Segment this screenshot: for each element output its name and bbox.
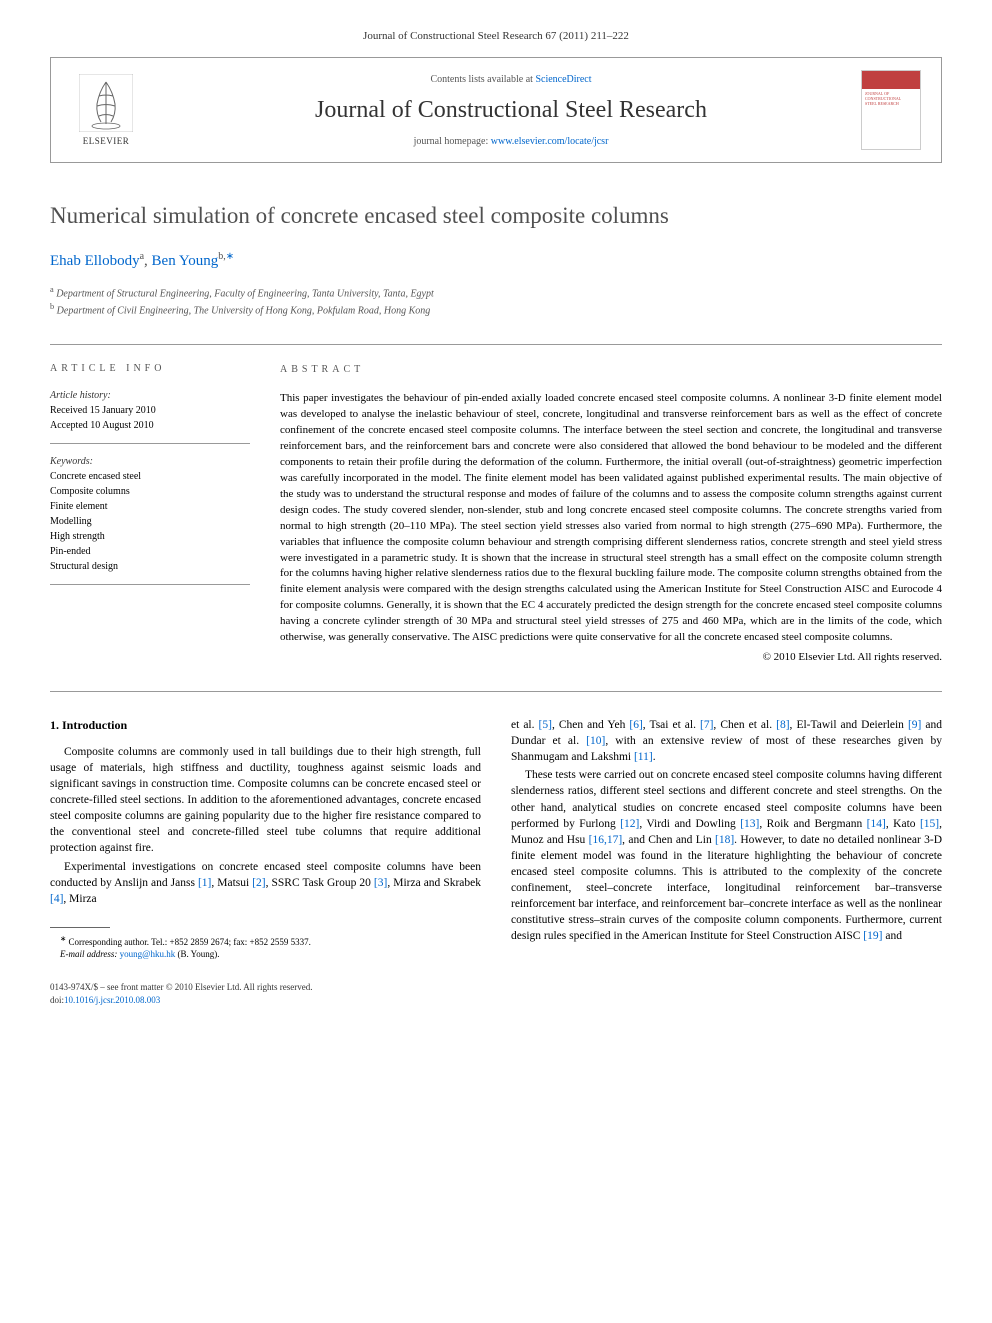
doi-link[interactable]: 10.1016/j.jcsr.2010.08.003: [64, 995, 160, 1005]
p4-seg-g: . However, to date no detailed nonlinear…: [511, 834, 942, 943]
ref-3-link[interactable]: [3]: [374, 877, 387, 889]
elsevier-tree-icon: [79, 74, 133, 132]
keywords-heading: Keywords:: [50, 454, 250, 469]
received-date: Received 15 January 2010: [50, 403, 250, 418]
history-heading: Article history:: [50, 388, 250, 403]
ref-4-link[interactable]: [4]: [50, 893, 63, 905]
author-1-affil: a: [140, 251, 144, 262]
email-link[interactable]: young@hku.hk: [120, 949, 176, 959]
p3-seg-e: , El-Tawil and Deierlein: [790, 719, 908, 731]
ref-8-link[interactable]: [8]: [776, 719, 789, 731]
article-info-column: ARTICLE INFO Article history: Received 1…: [50, 363, 250, 666]
intro-paragraph-2: Experimental investigations on concrete …: [50, 859, 481, 907]
corresponding-marker[interactable]: ∗: [226, 251, 234, 262]
p3-seg-c: , Tsai et al.: [643, 719, 700, 731]
keyword-item: Composite columns: [50, 484, 250, 499]
intro-paragraph-4: These tests were carried out on concrete…: [511, 767, 942, 944]
footnote-text: Corresponding author. Tel.: +852 2859 26…: [66, 937, 311, 947]
info-abstract-row: ARTICLE INFO Article history: Received 1…: [50, 363, 942, 666]
ref-16-17-link[interactable]: [16,17]: [589, 834, 623, 846]
body-two-columns: 1. Introduction Composite columns are co…: [50, 717, 942, 961]
cover-line-3: STEEL RESEARCH: [865, 102, 917, 107]
p4-seg-d: , Kato: [886, 818, 920, 830]
ref-11-link[interactable]: [11]: [634, 751, 653, 763]
sciencedirect-link[interactable]: ScienceDirect: [535, 74, 591, 85]
contents-prefix: Contents lists available at: [430, 74, 535, 85]
article-history-block: Article history: Received 15 January 201…: [50, 388, 250, 444]
affiliations: a Department of Structural Engineering, …: [50, 284, 942, 319]
email-who: (B. Young).: [175, 949, 219, 959]
p4-seg-b: , Virdi and Dowling: [639, 818, 740, 830]
keyword-item: High strength: [50, 529, 250, 544]
p2-seg-e: , Mirza: [63, 893, 96, 905]
email-footnote: E-mail address: young@hku.hk (B. Young).: [50, 948, 481, 961]
email-label: E-mail address:: [60, 949, 120, 959]
corresponding-footnote: ∗ Corresponding author. Tel.: +852 2859 …: [50, 934, 481, 949]
p3-seg-d: , Chen et al.: [713, 719, 776, 731]
abstract-copyright: © 2010 Elsevier Ltd. All rights reserved…: [280, 650, 942, 666]
top-divider: [50, 344, 942, 345]
header-center: Contents lists available at ScienceDirec…: [161, 74, 861, 147]
homepage-line: journal homepage: www.elsevier.com/locat…: [161, 136, 861, 147]
p3-seg-a: et al.: [511, 719, 539, 731]
journal-title: Journal of Constructional Steel Research: [161, 97, 861, 124]
author-2-affil: b,: [218, 251, 226, 262]
ref-5-link[interactable]: [5]: [539, 719, 552, 731]
ref-2-link[interactable]: [2]: [252, 877, 265, 889]
p4-seg-h: and: [882, 930, 901, 942]
section-1-heading: 1. Introduction: [50, 717, 481, 734]
abstract-label: ABSTRACT: [280, 363, 942, 378]
ref-13-link[interactable]: [13]: [740, 818, 759, 830]
ref-18-link[interactable]: [18]: [715, 834, 734, 846]
footer-copyright: 0143-974X/$ – see front matter © 2010 El…: [50, 981, 942, 994]
doi-label: doi:: [50, 995, 64, 1005]
contents-available-line: Contents lists available at ScienceDirec…: [161, 74, 861, 85]
keyword-item: Finite element: [50, 499, 250, 514]
ref-9-link[interactable]: [9]: [908, 719, 921, 731]
article-info-label: ARTICLE INFO: [50, 363, 250, 374]
journal-reference: Journal of Constructional Steel Research…: [50, 30, 942, 42]
affil-a-text: Department of Structural Engineering, Fa…: [54, 288, 434, 299]
journal-cover-thumbnail: JOURNAL OF CONSTRUCTIONAL STEEL RESEARCH: [861, 70, 921, 150]
intro-paragraph-1: Composite columns are commonly used in t…: [50, 744, 481, 857]
intro-paragraph-3: et al. [5], Chen and Yeh [6], Tsai et al…: [511, 717, 942, 765]
p2-seg-b: , Matsui: [211, 877, 252, 889]
footnote-separator: [50, 927, 110, 928]
author-2[interactable]: Ben Young: [152, 253, 219, 269]
p3-seg-b: , Chen and Yeh: [552, 719, 629, 731]
p2-seg-c: , SSRC Task Group 20: [266, 877, 374, 889]
ref-7-link[interactable]: [7]: [700, 719, 713, 731]
ref-1-link[interactable]: [1]: [198, 877, 211, 889]
affil-b-text: Department of Civil Engineering, The Uni…: [54, 306, 430, 317]
p4-seg-c: , Roik and Bergmann: [759, 818, 866, 830]
homepage-prefix: journal homepage:: [414, 136, 491, 147]
abstract-text: This paper investigates the behaviour of…: [280, 391, 942, 646]
keyword-item: Modelling: [50, 514, 250, 529]
article-title: Numerical simulation of concrete encased…: [50, 203, 942, 229]
keyword-item: Structural design: [50, 559, 250, 574]
keyword-item: Concrete encased steel: [50, 469, 250, 484]
page-footer: 0143-974X/$ – see front matter © 2010 El…: [50, 981, 942, 1006]
abstract-column: ABSTRACT This paper investigates the beh…: [280, 363, 942, 666]
p3-seg-h: .: [653, 751, 656, 763]
homepage-link[interactable]: www.elsevier.com/locate/jcsr: [491, 136, 609, 147]
p4-seg-f: , and Chen and Lin: [622, 834, 715, 846]
ref-10-link[interactable]: [10]: [586, 735, 605, 747]
author-1[interactable]: Ehab Ellobody: [50, 253, 140, 269]
ref-19-link[interactable]: [19]: [863, 930, 882, 942]
mid-divider: [50, 691, 942, 692]
keywords-block: Keywords: Concrete encased steel Composi…: [50, 454, 250, 585]
ref-14-link[interactable]: [14]: [867, 818, 886, 830]
accepted-date: Accepted 10 August 2010: [50, 418, 250, 433]
authors-line: Ehab Ellobodya, Ben Youngb,∗: [50, 251, 942, 270]
p2-seg-d: , Mirza and Skrabek: [387, 877, 481, 889]
elsevier-name: ELSEVIER: [83, 136, 130, 146]
ref-12-link[interactable]: [12]: [620, 818, 639, 830]
ref-6-link[interactable]: [6]: [629, 719, 642, 731]
journal-header-box: ELSEVIER Contents lists available at Sci…: [50, 57, 942, 163]
ref-15-link[interactable]: [15]: [920, 818, 939, 830]
keyword-item: Pin-ended: [50, 544, 250, 559]
elsevier-logo: ELSEVIER: [71, 70, 141, 150]
